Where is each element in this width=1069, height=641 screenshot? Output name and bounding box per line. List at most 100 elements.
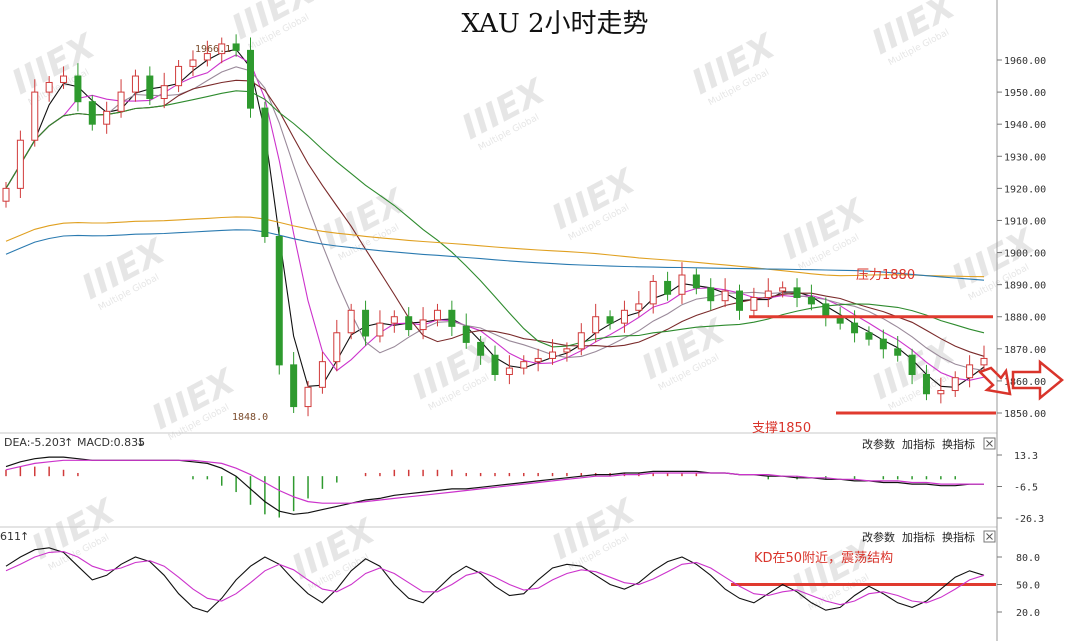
right-arrow-icon <box>1011 359 1064 401</box>
candle-body <box>678 274 686 295</box>
candle-body <box>764 290 772 298</box>
macd-tick-label: -26.3 <box>1014 514 1044 525</box>
candle-body <box>908 354 916 375</box>
candle-body <box>750 296 758 311</box>
candle-body <box>951 377 959 392</box>
candle-body <box>117 91 125 112</box>
candle-body <box>980 357 988 366</box>
price-tick-label: 1880.00 <box>1004 313 1046 324</box>
candle-body <box>505 367 513 375</box>
price-tick-label: 1890.00 <box>1004 281 1046 292</box>
candle-body <box>347 309 355 334</box>
candle-body <box>491 354 499 375</box>
level-label: 压力1880 <box>856 268 915 283</box>
price-tick-label: 1930.00 <box>1004 152 1046 163</box>
price-tick-label: 1860.00 <box>1004 377 1046 388</box>
macd-close-icon[interactable] <box>983 437 996 450</box>
candle-body <box>577 332 585 350</box>
candle-body <box>318 361 326 388</box>
candle-body <box>333 332 341 363</box>
macd-switch-indicator-button[interactable]: 换指标 <box>942 437 975 451</box>
candle-body <box>261 107 269 237</box>
candle-body <box>894 348 902 356</box>
price-tick-label: 1910.00 <box>1004 216 1046 227</box>
dea-up-arrow-icon: ↑ <box>64 436 73 449</box>
candle-body <box>779 287 787 292</box>
candle-body <box>390 316 398 324</box>
kd-close-icon[interactable] <box>983 530 996 543</box>
candle-body <box>232 43 240 51</box>
candle-body <box>592 316 600 334</box>
low-label: 1848.0 <box>232 412 268 423</box>
candle-body <box>376 322 384 337</box>
candle-body <box>88 101 96 125</box>
price-tick-label: 1950.00 <box>1004 88 1046 99</box>
kd-up-arrow-icon: ↑ <box>20 530 29 543</box>
candle-body <box>549 351 557 359</box>
kd-switch-indicator-button[interactable]: 换指标 <box>942 530 975 544</box>
macd-edit-params-button[interactable]: 改参数 <box>862 437 895 451</box>
macd-histogram <box>5 466 956 518</box>
candle-body <box>721 290 729 302</box>
candle-body <box>807 296 815 305</box>
moving-average-line <box>5 66 985 372</box>
candle-body <box>851 322 859 334</box>
price-tick-label: 1870.00 <box>1004 345 1046 356</box>
kd-axis-ticks: 80.0 50.0 20.0 <box>997 553 1040 619</box>
candle-body <box>649 280 657 305</box>
candle-body <box>146 75 154 100</box>
candle-body <box>304 386 312 408</box>
candle-body <box>45 81 53 93</box>
candle-body <box>865 332 873 340</box>
candle-body <box>290 364 298 408</box>
moving-average-line <box>5 90 985 348</box>
kd-lines <box>5 547 985 613</box>
candle-body <box>247 49 254 109</box>
bearish-arrow-icon <box>977 366 1012 396</box>
kd-add-indicator-button[interactable]: 加指标 <box>902 530 935 544</box>
moving-average-lines <box>5 48 985 388</box>
candle-body <box>203 53 211 61</box>
moving-average-line <box>5 216 985 278</box>
kd-tick-label: 80.0 <box>1016 553 1040 564</box>
candle-body <box>520 361 528 369</box>
price-tick-label: 1920.00 <box>1004 184 1046 195</box>
kd-d-line <box>5 550 985 606</box>
candle-body <box>534 357 542 363</box>
candle-body <box>175 65 183 87</box>
candle-body <box>606 316 614 324</box>
price-axis-ticks: 1850.00 1860.00 1870.00 1880.00 1890.00 1900.… <box>997 56 1046 420</box>
candle-body <box>707 287 715 302</box>
candle-body <box>103 110 111 125</box>
candle-body <box>937 390 945 395</box>
candle-body <box>362 309 370 337</box>
candle-body <box>275 236 283 366</box>
level-label: 支撑1850 <box>752 421 811 436</box>
candle-body <box>879 338 887 350</box>
high-label: 1966.1 <box>195 44 231 55</box>
kd-panel: 611 ↑ 80.050.020.0 KD在50附近，震荡结构 改参数 加指标 … <box>0 530 1040 619</box>
kd-edit-params-button[interactable]: 改参数 <box>862 530 895 544</box>
candle-body <box>822 303 830 318</box>
moving-average-line <box>5 229 985 281</box>
price-tick-label: 1960.00 <box>1004 56 1046 67</box>
candle-body <box>60 75 68 83</box>
candle-body <box>635 303 643 311</box>
candle-body <box>74 75 82 103</box>
macd-dif-line <box>5 456 984 515</box>
moving-average-line <box>5 54 985 381</box>
candle-body <box>2 187 10 202</box>
candle-body <box>477 341 485 356</box>
macd-label: MACD:0.835 <box>77 436 145 449</box>
candle-body <box>419 319 427 331</box>
macd-tick-label: -6.5 <box>1014 483 1038 494</box>
candle-body <box>218 43 226 55</box>
macd-panel: DEA:-5.203 ↑ MACD:0.835 ↓ 13.3-6.5-26.3 … <box>4 436 1044 525</box>
candle-body <box>433 309 441 321</box>
candle-body <box>922 373 930 395</box>
support-resistance-levels: 压力1880 支撑1850 <box>749 268 996 436</box>
dea-label: DEA:-5.203 <box>4 436 66 449</box>
kd-tick-label: 50.0 <box>1016 581 1040 592</box>
macd-add-indicator-button[interactable]: 加指标 <box>902 437 935 451</box>
candle-body <box>31 91 39 141</box>
